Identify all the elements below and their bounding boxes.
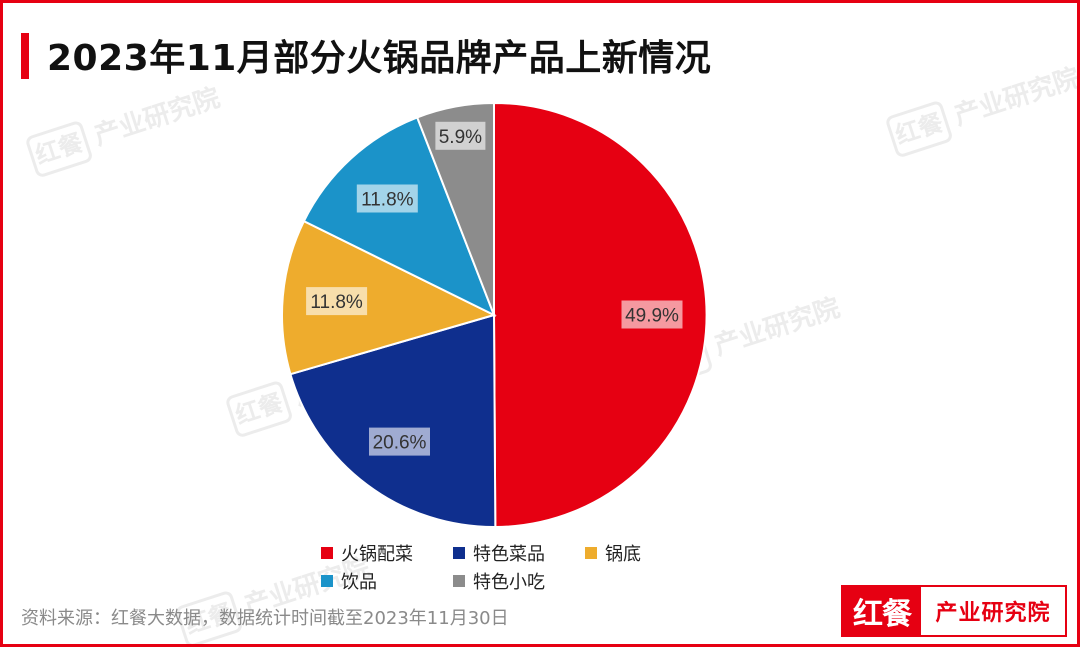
chart-legend: 火锅配菜 特色菜品 锅底饮品 特色小吃 bbox=[321, 541, 685, 593]
legend-swatch bbox=[321, 547, 333, 559]
legend-swatch bbox=[321, 575, 333, 587]
pie-slices bbox=[281, 101, 708, 529]
legend-item: 火锅配菜 bbox=[321, 541, 453, 565]
data-label-box bbox=[356, 184, 418, 213]
data-label: 11.8% bbox=[356, 184, 418, 213]
pie-slice bbox=[302, 116, 496, 318]
watermark: 红餐产业研究院 bbox=[26, 82, 224, 177]
legend-swatch bbox=[453, 575, 465, 587]
legend-label: 特色菜品 bbox=[473, 544, 545, 565]
data-label: 5.9% bbox=[435, 121, 486, 150]
data-label-text: 5.9% bbox=[439, 127, 482, 148]
watermark-text: 产业研究院 bbox=[90, 82, 223, 152]
legend-swatch bbox=[585, 547, 597, 559]
data-label-box bbox=[435, 121, 486, 150]
legend-label: 特色小吃 bbox=[473, 572, 545, 593]
legend-item: 锅底 bbox=[585, 541, 685, 565]
logo-brand-mark: 红餐 bbox=[843, 587, 921, 635]
data-label: 11.8% bbox=[306, 287, 368, 316]
watermark-text: 产业研究院 bbox=[950, 62, 1077, 132]
legend-label: 锅底 bbox=[605, 544, 641, 565]
legend-label: 火锅配菜 bbox=[341, 544, 413, 565]
pie-slice bbox=[415, 101, 495, 316]
pie-chart: 红餐产业研究院红餐产业研究院红餐产业研究院红餐产业研究院红餐产业研究院 49.9… bbox=[26, 62, 1077, 644]
title-accent-bar bbox=[21, 33, 29, 79]
data-label-text: 11.8% bbox=[310, 292, 363, 313]
chart-title: 2023年11月部分火锅品牌产品上新情况 bbox=[47, 38, 712, 79]
pie-slice bbox=[289, 313, 497, 529]
data-label-text: 49.9% bbox=[625, 306, 679, 327]
watermark-text: 产业研究院 bbox=[710, 292, 843, 362]
legend-item: 饮品 bbox=[321, 569, 453, 593]
data-label-box bbox=[369, 427, 430, 456]
legend-item: 特色菜品 bbox=[453, 541, 585, 565]
source-note: 资料来源：红餐大数据，数据统计时间截至2023年11月30日 bbox=[21, 608, 509, 629]
pie-data-labels: 49.9% 20.6% 11.8% 11.8% 5.9% bbox=[306, 121, 683, 456]
data-label-box bbox=[621, 300, 683, 329]
legend-item: 特色小吃 bbox=[453, 569, 585, 593]
legend-swatch bbox=[453, 547, 465, 559]
data-label-box bbox=[306, 287, 368, 316]
logo-subtitle: 产业研究院 bbox=[935, 601, 1051, 626]
watermark: 红餐产业研究院 bbox=[886, 62, 1077, 157]
data-label: 20.6% bbox=[369, 427, 430, 456]
pie-slice bbox=[493, 101, 708, 529]
data-label-text: 20.6% bbox=[373, 433, 427, 454]
data-label-text: 11.8% bbox=[361, 190, 414, 211]
legend-label: 饮品 bbox=[341, 572, 377, 593]
brand-logo: 红餐 产业研究院 bbox=[841, 585, 1067, 637]
data-label: 49.9% bbox=[621, 300, 683, 329]
pie-slice bbox=[281, 219, 497, 376]
